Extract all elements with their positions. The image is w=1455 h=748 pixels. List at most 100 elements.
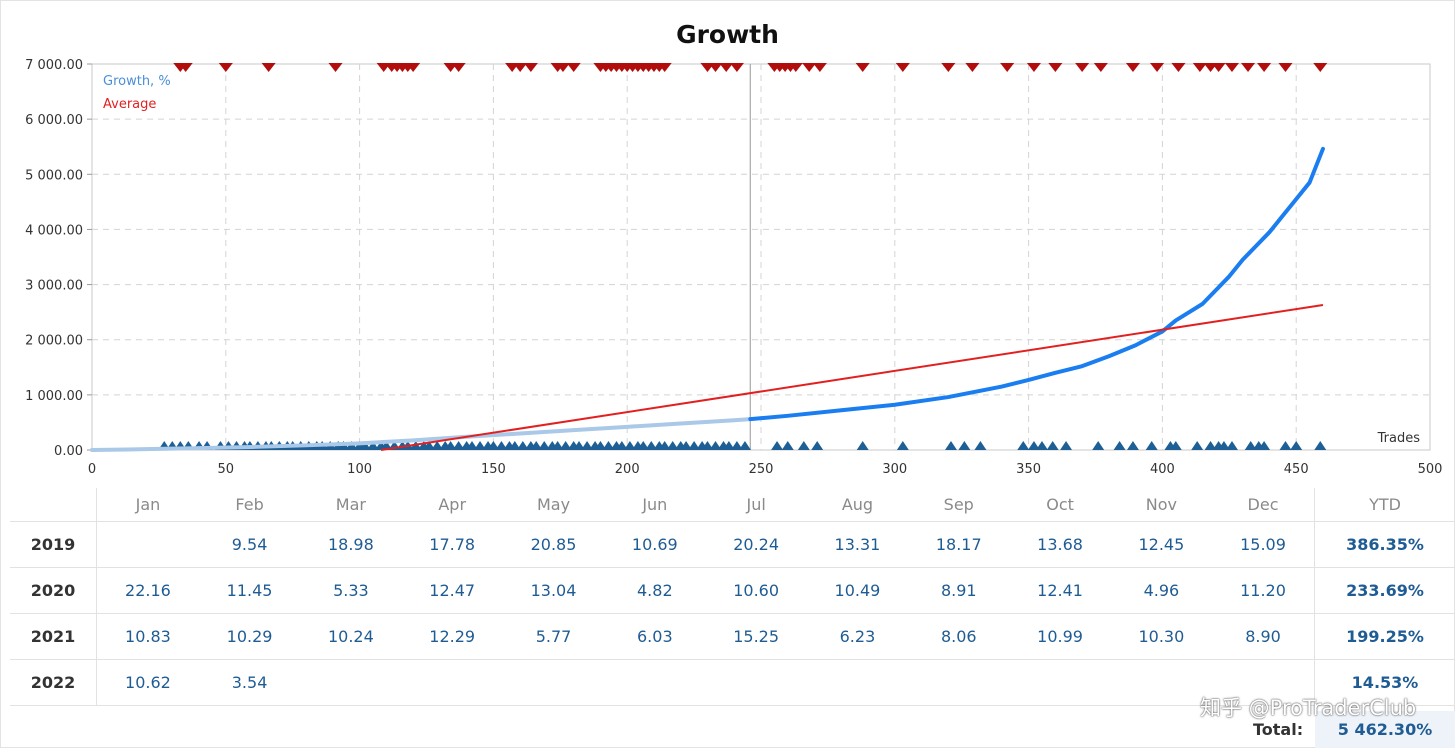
month-header: Nov <box>1110 488 1213 522</box>
table-row: 2022 10.62 3.54 14.53% <box>10 659 1455 706</box>
up-marker <box>474 441 487 450</box>
month-value-cell <box>300 659 402 706</box>
up-marker <box>958 441 971 450</box>
down-marker <box>719 63 734 72</box>
month-value-cell: 8.06 <box>908 613 1010 660</box>
month-value-cell: 20.85 <box>502 521 605 568</box>
down-marker <box>406 63 421 72</box>
month-value-cell <box>1009 659 1111 706</box>
x-tick-label: 500 <box>1418 462 1443 477</box>
month-header: May <box>502 488 605 522</box>
month-value-cell: 10.60 <box>705 567 807 614</box>
up-marker <box>974 441 987 450</box>
up-marker <box>581 441 594 450</box>
down-marker <box>1048 63 1063 72</box>
down-marker <box>523 63 538 72</box>
series <box>90 146 1325 452</box>
month-value-cell: 12.29 <box>401 613 503 660</box>
up-marker <box>1258 441 1271 450</box>
ytd-cell: 386.35% <box>1314 521 1455 568</box>
month-value-cell: 6.23 <box>806 613 909 660</box>
down-marker <box>1026 63 1041 72</box>
grid <box>91 63 1431 451</box>
up-marker <box>658 441 671 450</box>
month-value-cell <box>1110 659 1213 706</box>
up-marker <box>709 441 722 450</box>
month-value-cell: 22.16 <box>96 567 199 614</box>
month-header: Feb <box>198 488 301 522</box>
down-marker <box>1192 63 1207 72</box>
legend-growth: Growth, % <box>103 74 171 89</box>
down-marker <box>1211 63 1226 72</box>
month-value-cell <box>502 659 605 706</box>
month-value-cell: 18.98 <box>300 521 402 568</box>
down-marker <box>1171 63 1186 72</box>
down-marker <box>513 63 528 72</box>
up-marker <box>594 441 607 450</box>
up-marker <box>538 441 551 450</box>
month-header: Oct <box>1009 488 1111 522</box>
month-value-cell <box>1212 659 1315 706</box>
up-marker <box>465 441 478 450</box>
month-value-cell: 4.82 <box>604 567 706 614</box>
month-value-cell: 13.68 <box>1009 521 1111 568</box>
down-marker <box>555 63 570 72</box>
y-tick-label: 1 000.00 <box>25 389 83 404</box>
month-value-cell: 10.69 <box>604 521 706 568</box>
up-marker <box>738 441 751 450</box>
month-value-cell <box>908 659 1010 706</box>
up-marker <box>1204 441 1217 450</box>
down-marker <box>1257 63 1272 72</box>
down-marker <box>451 63 466 72</box>
month-value-cell: 17.78 <box>401 521 503 568</box>
table-row: 2019 9.54 18.98 17.78 20.85 10.69 20.24 13.31 18… <box>10 521 1455 568</box>
up-marker <box>487 441 500 450</box>
up-marker <box>645 441 658 450</box>
up-marker <box>508 441 521 450</box>
month-value-cell: 9.54 <box>198 521 301 568</box>
down-marker <box>941 63 956 72</box>
up-marker <box>1113 441 1126 450</box>
up-marker <box>602 441 615 450</box>
down-marker <box>1125 63 1140 72</box>
down-marker <box>802 63 817 72</box>
down-marker <box>708 63 723 72</box>
up-marker <box>1314 441 1327 450</box>
down-marker <box>812 63 827 72</box>
table-row: 2021 10.83 10.29 10.24 12.29 5.77 6.03 15.25 6.2… <box>10 613 1455 660</box>
up-marker <box>666 441 679 450</box>
month-value-cell: 11.20 <box>1212 567 1315 614</box>
total-label: Total: <box>1253 720 1304 739</box>
month-value-cell: 3.54 <box>198 659 301 706</box>
x-tick-label: 250 <box>749 462 774 477</box>
down-marker <box>657 63 672 72</box>
month-header: Jul <box>705 488 807 522</box>
down-marker <box>1093 63 1108 72</box>
month-value-cell <box>806 659 909 706</box>
ytd-cell: 14.53% <box>1314 659 1455 706</box>
up-marker <box>811 441 824 450</box>
year-cell: 2020 <box>10 567 97 614</box>
month-value-cell: 10.62 <box>96 659 199 706</box>
x-tick-label: 50 <box>218 462 235 477</box>
ytd-header: YTD <box>1314 488 1455 522</box>
down-marker <box>1313 63 1328 72</box>
month-value-cell: 10.83 <box>96 613 199 660</box>
down-marker <box>965 63 980 72</box>
x-tick-label: 350 <box>1016 462 1041 477</box>
up-marker <box>944 441 957 450</box>
up-marker <box>1046 441 1059 450</box>
down-marker <box>1224 63 1239 72</box>
month-value-cell: 20.24 <box>705 521 807 568</box>
table-row: 2020 22.16 11.45 5.33 12.47 13.04 4.82 10.60 10.… <box>10 567 1455 614</box>
table-header-row: Jan Feb Mar Apr May Jun Jul Aug Sep Oct … <box>10 488 1455 522</box>
up-marker <box>559 441 572 450</box>
up-marker <box>530 441 543 450</box>
trade-markers <box>158 63 1328 450</box>
average-line <box>380 303 1324 451</box>
x-axis-label: Trades <box>1377 431 1421 446</box>
month-value-cell: 12.47 <box>401 567 503 614</box>
up-marker <box>1191 441 1204 450</box>
up-marker <box>1217 441 1230 450</box>
down-marker <box>566 63 581 72</box>
